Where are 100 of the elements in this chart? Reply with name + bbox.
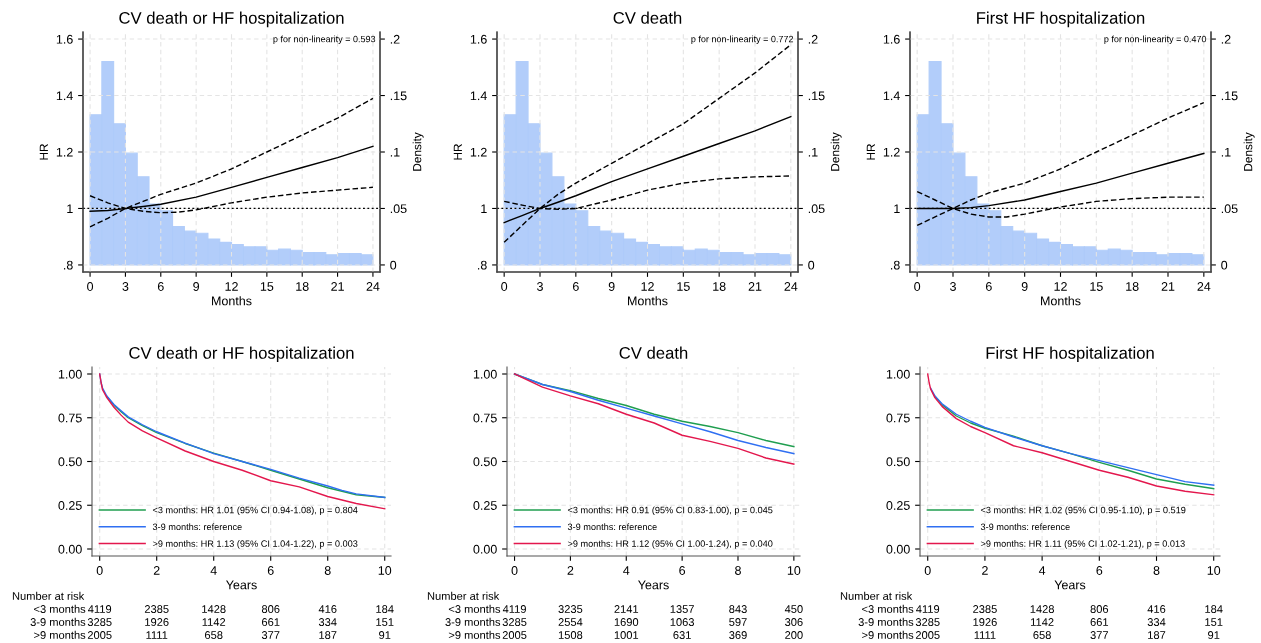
x-tick-label: 24 (1197, 282, 1211, 291)
x-tick-label: 8 (1153, 566, 1160, 575)
y-tick-label: 0.50 (58, 457, 82, 467)
x-tick-label: 12 (641, 282, 654, 291)
text: 4119 (502, 605, 526, 613)
text: 377 (261, 631, 280, 639)
x-tick-label: 10 (787, 566, 801, 575)
x-tick-label: 4 (623, 566, 630, 575)
annotation: p for non-linearity = 0.772 (691, 35, 794, 45)
x-tick-label: 9 (608, 282, 615, 291)
text: 1357 (670, 605, 694, 613)
x-tick-label: 0 (501, 282, 508, 291)
x-tick-label: 8 (735, 566, 741, 575)
text: >9 months (34, 630, 86, 639)
y-axis-title: HR (39, 144, 48, 160)
y2-tick-label: .1 (808, 147, 818, 157)
text: 658 (205, 631, 223, 639)
annotation: p for non-linearity = 0.593 (273, 35, 376, 45)
y2-tick-label: 0 (808, 260, 815, 270)
text: 1926 (973, 618, 997, 626)
y-tick-label: 1 (481, 204, 487, 213)
text: 184 (1205, 605, 1223, 613)
legend-label: >9 months: HR 1.13 (95% CI 1.04-1.22), p = 0.003 (152, 540, 358, 549)
y-tick-label: .8 (477, 260, 487, 270)
x-tick-label: 12 (1054, 282, 1067, 291)
text: <3 months (34, 604, 86, 613)
text: 1001 (614, 631, 639, 639)
text: 2005 (502, 631, 527, 639)
chart-title: CV death or HF hospitalization (129, 346, 354, 363)
text: 450 (784, 605, 803, 613)
text: 416 (318, 605, 337, 613)
x-axis-title: Years (1054, 580, 1086, 590)
x-axis-title: Months (1041, 296, 1081, 306)
chart-title: First HF hospitalization (977, 11, 1145, 28)
chart-title: First HF hospitalization (986, 346, 1154, 363)
text: 2554 (558, 618, 583, 626)
line-series (503, 44, 792, 244)
chart-title: CV death (619, 346, 688, 359)
chart-title: CV death (613, 11, 682, 24)
text: 334 (1147, 618, 1166, 626)
y-tick-label: 0.75 (886, 413, 910, 423)
text: 3285 (87, 618, 112, 626)
y2-tick-label: .2 (1221, 34, 1231, 44)
y2-tick-label: 0 (1221, 260, 1228, 270)
y-tick-label: .8 (890, 260, 900, 270)
text: 2005 (915, 631, 940, 639)
text: 2385 (144, 605, 169, 613)
x-tick-label: 6 (157, 282, 164, 291)
text: 91 (1208, 631, 1220, 639)
y-tick-label: 0.25 (473, 501, 497, 510)
text: 3-9 months (858, 617, 914, 626)
y2-axis-title: Density (1243, 132, 1255, 171)
y2-tick-label: .2 (808, 34, 818, 44)
text: 1926 (145, 618, 169, 626)
x-tick-label: 6 (679, 566, 686, 575)
line-series (927, 373, 1215, 496)
line-series (916, 101, 1205, 227)
x-tick-label: 21 (748, 282, 762, 291)
y-tick-label: 0.25 (886, 501, 910, 510)
text: 1142 (1031, 618, 1054, 626)
y-tick-label: 1 (894, 204, 900, 213)
text: 3235 (558, 605, 583, 613)
x-tick-label: 6 (1096, 566, 1103, 575)
text: 3-9 months (445, 617, 501, 626)
text: 1428 (202, 605, 226, 613)
y2-tick-label: .05 (808, 204, 825, 214)
x-tick-label: 2 (982, 566, 988, 575)
text: 1508 (558, 631, 583, 639)
x-axis-title: Years (638, 580, 669, 590)
text: 306 (785, 618, 803, 626)
y-tick-label: 0.75 (473, 413, 497, 423)
text: 334 (318, 618, 337, 626)
x-tick-label: 6 (267, 566, 274, 575)
text: Number at risk (12, 591, 85, 600)
x-tick-label: 24 (366, 282, 380, 291)
text: 843 (729, 605, 747, 613)
x-tick-label: 4 (1038, 566, 1046, 575)
y-axis-title: HR (866, 144, 875, 160)
x-tick-label: 0 (96, 566, 103, 575)
text: 3285 (915, 618, 940, 626)
y-tick-label: 1.00 (473, 369, 497, 379)
text: 1111 (974, 631, 996, 639)
y-tick-label: 0.00 (886, 544, 910, 554)
line-series (89, 97, 374, 228)
text: 200 (785, 631, 803, 639)
x-tick-label: 6 (985, 282, 992, 291)
text: 2385 (973, 605, 997, 613)
legend-label: >9 months: HR 1.11 (95% CI 1.02-1.21), p = 0.013 (980, 540, 1185, 549)
y2-axis-title: Density (412, 132, 424, 171)
x-axis-title: Years (226, 580, 257, 590)
y-tick-label: 1.2 (56, 147, 73, 157)
y-tick-label: 0.50 (473, 457, 497, 467)
y2-tick-label: .15 (808, 91, 825, 101)
x-tick-label: 0 (87, 282, 94, 291)
text: 658 (1033, 631, 1051, 639)
x-tick-label: 9 (1021, 282, 1028, 291)
text: Number at risk (840, 591, 913, 600)
annotation: p for non-linearity = 0.470 (1104, 35, 1207, 45)
y-tick-label: 1.00 (58, 369, 82, 379)
text: 597 (729, 618, 747, 626)
